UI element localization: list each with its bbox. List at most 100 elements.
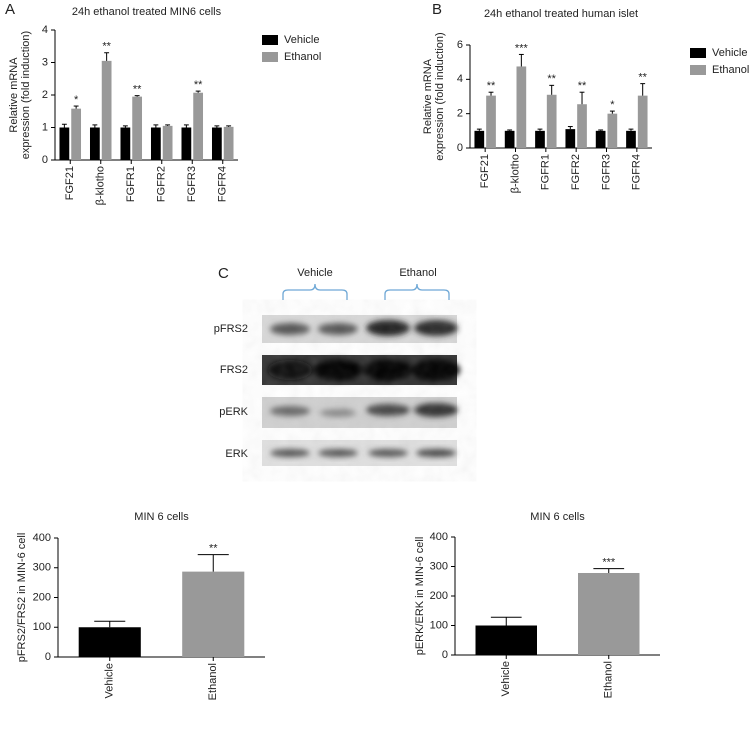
y-tick-label: 300 (33, 562, 51, 574)
y-axis-label: expression (fold induction) (434, 32, 446, 160)
bar (637, 95, 648, 148)
bar (120, 127, 131, 160)
x-tick-label: FGFR2 (156, 166, 168, 202)
y-axis-label: pFRS2/FRS2 in MIN-6 cell (16, 533, 28, 663)
significance: * (610, 99, 615, 111)
bar (223, 126, 234, 160)
x-tick-label: FGFR1 (125, 166, 137, 202)
x-tick-label: FGFR4 (217, 166, 229, 202)
legend-label: Ethanol (284, 51, 321, 63)
x-tick-label: FGFR1 (540, 154, 552, 190)
bar (181, 127, 192, 160)
y-axis-label: expression (fold induction) (20, 31, 32, 159)
significance: *** (602, 556, 616, 568)
chart-title: MIN 6 cells (134, 511, 189, 523)
y-tick-label: 4 (457, 73, 463, 85)
x-tick-label: Vehicle (500, 661, 512, 696)
chart-title: 24h ethanol treated human islet (484, 8, 638, 20)
significance: * (74, 94, 79, 106)
bar (182, 571, 245, 657)
bar (626, 130, 636, 148)
significance: ** (194, 79, 203, 91)
bar (516, 66, 527, 148)
bar (595, 130, 606, 148)
panel-label: B (432, 1, 442, 18)
x-tick-label: FGFR4 (631, 154, 643, 190)
significance: ** (133, 84, 142, 96)
y-tick-label: 1 (42, 121, 48, 133)
x-tick-label: FGF21 (479, 154, 491, 188)
x-tick-label: FGFR3 (186, 166, 198, 202)
bar (162, 125, 173, 160)
legend-label: Vehicle (284, 34, 319, 46)
bar (475, 625, 537, 655)
y-tick-label: 6 (457, 39, 463, 51)
x-tick-label: Ethanol (207, 663, 219, 700)
bar (535, 130, 545, 148)
panel-label: C (218, 265, 229, 282)
significance: ** (638, 72, 647, 84)
bar (474, 130, 485, 148)
bar (211, 127, 222, 160)
bar (150, 127, 161, 160)
y-tick-label: 0 (45, 651, 51, 663)
chart-title: 24h ethanol treated MIN6 cells (72, 6, 222, 18)
legend-label: Vehicle (712, 47, 747, 59)
y-axis-label: Relative mRNA (422, 58, 434, 134)
significance: ** (102, 41, 111, 53)
legend-swatch (262, 35, 278, 45)
bar (132, 96, 143, 160)
bar (486, 95, 496, 148)
x-tick-label: FGFR3 (600, 154, 612, 190)
y-tick-label: 2 (42, 89, 48, 101)
x-tick-label: FGF21 (64, 166, 76, 200)
legend-label: Ethanol (712, 64, 749, 76)
legend-swatch (690, 48, 706, 58)
bar (546, 94, 557, 148)
y-tick-label: 2 (457, 108, 463, 120)
bar (577, 104, 587, 148)
blot-row-label: pERK (219, 406, 248, 418)
significance: ** (578, 80, 587, 92)
bar (89, 127, 100, 160)
y-tick-label: 200 (33, 591, 51, 603)
y-tick-label: 0 (442, 649, 448, 661)
blot-row-label: pFRS2 (214, 323, 248, 335)
bar (78, 627, 141, 657)
bar (101, 60, 112, 160)
significance: *** (515, 42, 529, 54)
y-tick-label: 3 (42, 56, 48, 68)
western-blot: Vehicle Ethanol pFRS2 FRS2 pERK ERK (214, 267, 460, 466)
y-tick-label: 300 (430, 560, 448, 572)
significance: ** (487, 80, 496, 92)
y-tick-label: 200 (430, 590, 448, 602)
y-tick-label: 0 (457, 142, 463, 154)
blot-texture (262, 315, 457, 466)
bar (59, 127, 70, 160)
significance: ** (547, 73, 556, 85)
legend-swatch (262, 52, 278, 62)
x-tick-label: β-klotho (509, 154, 521, 193)
bracket (384, 283, 450, 300)
bar (565, 129, 576, 148)
y-axis-label: Relative mRNA (8, 57, 20, 133)
x-tick-label: FGFR2 (570, 154, 582, 190)
y-tick-label: 4 (42, 24, 48, 36)
x-tick-label: Vehicle (104, 663, 116, 698)
bar (607, 113, 618, 148)
y-tick-label: 100 (430, 619, 448, 631)
blot-group-label: Vehicle (297, 267, 332, 279)
bar (578, 572, 640, 655)
y-tick-label: 400 (33, 532, 51, 544)
bar (193, 92, 204, 160)
y-tick-label: 400 (430, 531, 448, 543)
significance: ** (209, 543, 218, 555)
x-tick-label: β-klotho (95, 166, 107, 205)
x-tick-label: Ethanol (603, 661, 615, 698)
y-tick-label: 0 (42, 154, 48, 166)
blot-row-label: ERK (225, 448, 248, 460)
bar (71, 108, 82, 160)
bracket (282, 283, 348, 300)
legend-swatch (690, 65, 706, 75)
